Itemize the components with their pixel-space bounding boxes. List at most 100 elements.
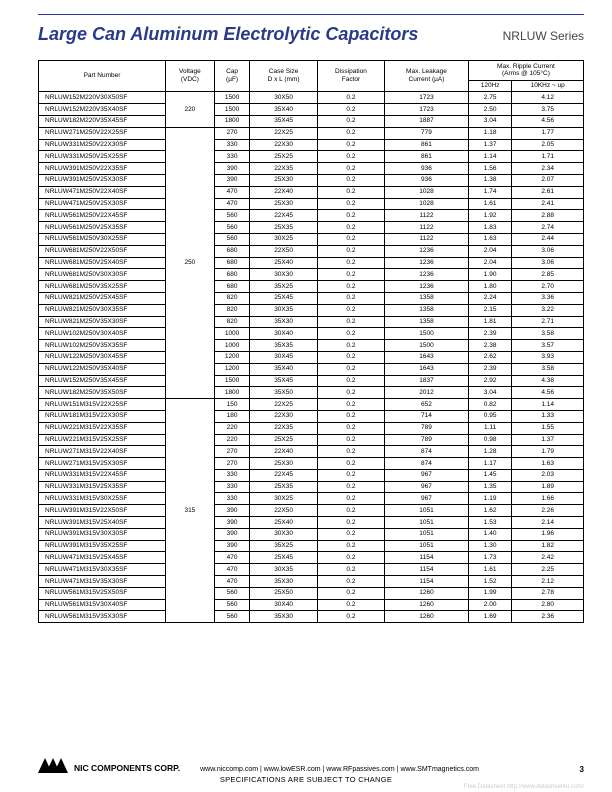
- col-part: Part Number: [39, 61, 166, 92]
- cell-r1: 1.19: [468, 493, 512, 505]
- cell-df: 0.2: [317, 375, 384, 387]
- cell-r1: 3.04: [468, 115, 512, 127]
- cell-r2: 4.56: [512, 115, 584, 127]
- cell-df: 0.2: [317, 233, 384, 245]
- cell-r1: 2.50: [468, 104, 512, 116]
- table-row: NRLUW331M315V22X45SF33022X450.29671.452.…: [39, 469, 584, 481]
- cell-pn: NRLUW561M250V25X35SF: [39, 222, 166, 234]
- table-row: NRLUW471M315V25X45SF47025X450.211541.732…: [39, 552, 584, 564]
- cell-df: 0.2: [317, 292, 384, 304]
- table-row: NRLUW271M250V22X25SF25027022X250.27791.1…: [39, 127, 584, 139]
- table-row: NRLUW561M250V30X25SF56030X250.211221.632…: [39, 233, 584, 245]
- cell-cap: 680: [214, 245, 250, 257]
- col-cap: Cap(µF): [214, 61, 250, 92]
- cell-pn: NRLUW681M250V35X25SF: [39, 281, 166, 293]
- table-row: NRLUW271M315V22X40SF27022X400.28741.281.…: [39, 446, 584, 458]
- cell-lk: 1236: [385, 281, 469, 293]
- cell-r1: 0.95: [468, 410, 512, 422]
- cell-case: 25X40: [250, 257, 317, 269]
- cell-lk: 1236: [385, 245, 469, 257]
- col-ripple: Max. Ripple Current(Arms @ 105°C): [468, 61, 583, 81]
- cell-r1: 1.83: [468, 222, 512, 234]
- cell-df: 0.2: [317, 269, 384, 281]
- cell-cap: 560: [214, 587, 250, 599]
- cell-case: 22X35: [250, 422, 317, 434]
- table-row: NRLUW471M315V35X30SF47035X300.211541.522…: [39, 576, 584, 588]
- cell-cap: 390: [214, 505, 250, 517]
- cell-r1: 2.15: [468, 304, 512, 316]
- cell-r1: 1.17: [468, 458, 512, 470]
- cell-df: 0.2: [317, 576, 384, 588]
- cell-r1: 2.04: [468, 245, 512, 257]
- cell-pn: NRLUW471M315V30X35SF: [39, 564, 166, 576]
- cell-case: 25X30: [250, 458, 317, 470]
- cell-pn: NRLUW182M220V35X45SF: [39, 115, 166, 127]
- cell-r1: 1.45: [468, 469, 512, 481]
- cell-cap: 330: [214, 151, 250, 163]
- table-row: NRLUW391M250V22X35SF39022X350.29361.562.…: [39, 163, 584, 175]
- cell-r2: 1.66: [512, 493, 584, 505]
- cell-pn: NRLUW221M315V22X35SF: [39, 422, 166, 434]
- cell-r1: 1.30: [468, 540, 512, 552]
- cell-r2: 1.96: [512, 528, 584, 540]
- cell-lk: 1122: [385, 222, 469, 234]
- cell-voltage: 250: [166, 127, 215, 398]
- cell-r2: 2.25: [512, 564, 584, 576]
- cell-lk: 1154: [385, 576, 469, 588]
- cell-case: 22X35: [250, 163, 317, 175]
- table-body: NRLUW152M220V30X50SF220150030X500.217232…: [39, 92, 584, 623]
- cell-r2: 3.06: [512, 245, 584, 257]
- cell-lk: 1260: [385, 587, 469, 599]
- cell-case: 35X40: [250, 104, 317, 116]
- cell-r2: 2.74: [512, 222, 584, 234]
- table-row: NRLUW471M250V25X30SF47025X300.210281.612…: [39, 198, 584, 210]
- cell-lk: 1358: [385, 292, 469, 304]
- cell-r1: 0.98: [468, 434, 512, 446]
- cell-lk: 1122: [385, 233, 469, 245]
- cell-df: 0.2: [317, 517, 384, 529]
- cell-lk: 1837: [385, 375, 469, 387]
- cell-lk: 652: [385, 399, 469, 411]
- cell-cap: 1500: [214, 375, 250, 387]
- cell-case: 30X40: [250, 328, 317, 340]
- cell-df: 0.2: [317, 210, 384, 222]
- cell-pn: NRLUW182M250V35X50SF: [39, 387, 166, 399]
- cell-pn: NRLUW122M250V30X45SF: [39, 351, 166, 363]
- cell-df: 0.2: [317, 316, 384, 328]
- cell-case: 30X25: [250, 493, 317, 505]
- cell-pn: NRLUW681M250V25X40SF: [39, 257, 166, 269]
- cell-df: 0.2: [317, 434, 384, 446]
- cell-case: 25X40: [250, 517, 317, 529]
- table-row: NRLUW331M315V30X25SF33030X250.29671.191.…: [39, 493, 584, 505]
- table-row: NRLUW391M250V25X30SF39025X300.29361.382.…: [39, 174, 584, 186]
- cell-r1: 1.14: [468, 151, 512, 163]
- cell-case: 22X25: [250, 127, 317, 139]
- cell-cap: 560: [214, 233, 250, 245]
- cell-pn: NRLUW331M315V30X25SF: [39, 493, 166, 505]
- cell-df: 0.2: [317, 399, 384, 411]
- cell-cap: 680: [214, 257, 250, 269]
- cell-case: 22X30: [250, 139, 317, 151]
- cell-lk: 1236: [385, 257, 469, 269]
- cell-r1: 1.90: [468, 269, 512, 281]
- cell-r1: 1.61: [468, 198, 512, 210]
- cell-df: 0.2: [317, 115, 384, 127]
- cell-case: 25X35: [250, 481, 317, 493]
- cell-r2: 2.71: [512, 316, 584, 328]
- cell-r1: 1.92: [468, 210, 512, 222]
- cell-cap: 680: [214, 281, 250, 293]
- table-row: NRLUW561M250V25X35SF56025X350.211221.832…: [39, 222, 584, 234]
- table-row: NRLUW152M220V35X40SF150035X400.217232.50…: [39, 104, 584, 116]
- cell-lk: 1500: [385, 340, 469, 352]
- cell-cap: 1000: [214, 340, 250, 352]
- header-row: Large Can Aluminum Electrolytic Capacito…: [38, 24, 584, 45]
- cell-r2: 2.26: [512, 505, 584, 517]
- cell-case: 30X50: [250, 92, 317, 104]
- cell-r1: 2.04: [468, 257, 512, 269]
- table-row: NRLUW152M220V30X50SF220150030X500.217232…: [39, 92, 584, 104]
- col-df: DissipationFactor: [317, 61, 384, 92]
- cell-df: 0.2: [317, 458, 384, 470]
- cell-voltage: 220: [166, 92, 215, 127]
- cell-case: 22X25: [250, 399, 317, 411]
- cell-df: 0.2: [317, 245, 384, 257]
